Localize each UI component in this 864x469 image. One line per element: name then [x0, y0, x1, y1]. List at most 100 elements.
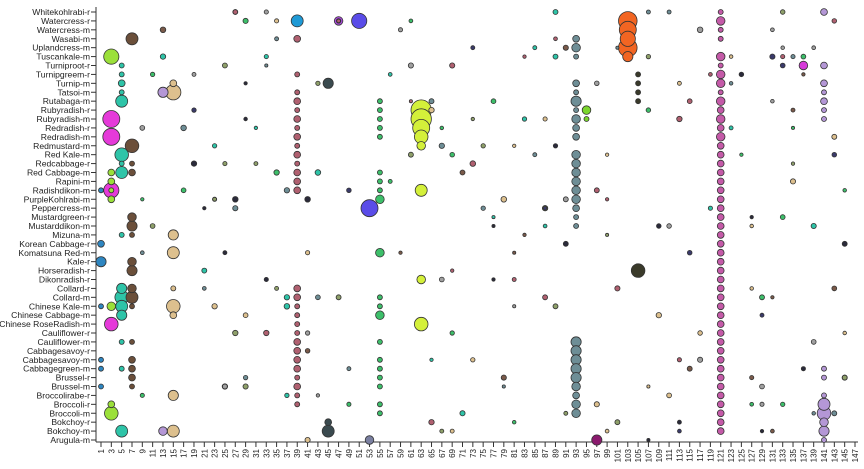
bubble [128, 168, 136, 177]
bubble [376, 356, 383, 363]
bubble [98, 187, 104, 194]
bubble [108, 187, 115, 194]
scatter-point [666, 223, 672, 229]
bubble [98, 356, 104, 363]
bubble [571, 149, 581, 160]
scatter-point [242, 17, 249, 24]
bubble [716, 364, 725, 373]
scatter-point [770, 27, 775, 33]
x-tick-label: 117 [696, 448, 705, 461]
bubble [717, 35, 724, 42]
bubble [294, 312, 301, 319]
scatter-point [149, 223, 156, 229]
bubble [104, 316, 119, 332]
bubble [716, 338, 725, 346]
scatter-point [728, 125, 734, 131]
y-tick-label: Arugula-m [50, 435, 90, 445]
bubble [98, 383, 104, 390]
scatter-point [790, 161, 796, 166]
bubble [294, 330, 301, 336]
bubble [571, 176, 581, 187]
bubble [619, 30, 636, 47]
scatter-point [552, 303, 559, 310]
x-tick-label: 95 [582, 448, 591, 457]
x-tick-label: 5 [118, 448, 127, 453]
bubble [294, 321, 301, 328]
bubble [570, 372, 582, 384]
y-tick-label: Watercress-m [37, 25, 90, 35]
scatter-point [459, 169, 466, 176]
scatter-point [459, 410, 466, 417]
y-tick-label: Radishdikon-m [33, 185, 90, 195]
bubble [376, 294, 383, 301]
scatter-point [140, 197, 145, 202]
bubble [116, 282, 128, 294]
scatter-point [150, 71, 156, 78]
scatter-point [491, 223, 496, 228]
y-tick-label: Mizuna-m [52, 230, 90, 240]
x-tick-label: 49 [345, 448, 354, 457]
bubble [166, 424, 180, 438]
bubble [716, 248, 725, 257]
scatter-point [222, 383, 228, 390]
scatter-point [470, 357, 476, 363]
y-tick-label: Watercress-r [41, 16, 90, 26]
x-tick-label: 23 [211, 448, 220, 457]
bubble [117, 79, 126, 88]
y-tick-label: Brussel-r [56, 373, 91, 383]
bubble [716, 346, 725, 355]
x-tick-label: 75 [479, 448, 488, 457]
scatter-point [831, 410, 838, 417]
x-tick-label: 41 [304, 448, 313, 457]
y-tick-label: Turnip-m [56, 78, 90, 88]
bubble [716, 418, 725, 427]
scatter-point [304, 348, 311, 354]
bubble [630, 263, 646, 278]
bubble [716, 16, 726, 26]
bubble [717, 9, 724, 15]
scatter-point [428, 98, 435, 105]
scatter-point [512, 304, 517, 309]
bubble [821, 374, 827, 381]
bubble [716, 284, 725, 293]
x-tick-label: 89 [551, 448, 560, 457]
y-tick-label: Broccolirabe-r [37, 390, 91, 400]
bubble [716, 96, 726, 106]
bubble [294, 374, 301, 381]
x-tick-label: 59 [397, 448, 406, 457]
bubble [351, 12, 368, 29]
bubble [169, 79, 178, 88]
scatter-point [770, 428, 775, 434]
y-tick-label: Komatsuna Red-m [18, 248, 90, 258]
bubble [293, 177, 302, 186]
x-tick-label: 119 [706, 448, 715, 461]
x-tick-label: 31 [252, 448, 261, 457]
scatter-point [676, 357, 682, 363]
scatter-point [243, 116, 248, 122]
bubble [293, 34, 302, 43]
bubble [293, 293, 302, 302]
scatter-point [253, 161, 259, 167]
y-tick-label: Redradish-m [41, 132, 90, 142]
bubble [293, 382, 302, 391]
bubble [321, 424, 335, 438]
scatter-point [842, 188, 847, 193]
y-axis-ticks [91, 11, 96, 441]
bubble [376, 116, 383, 122]
bubble [115, 94, 129, 108]
x-tick-label: 61 [407, 448, 416, 457]
bubble [716, 159, 725, 168]
bubble [170, 285, 177, 292]
x-tick-label: 93 [572, 448, 581, 457]
scatter-point [552, 143, 559, 149]
bubble [635, 80, 641, 87]
scatter-point [780, 54, 786, 60]
scatter-point [646, 437, 651, 442]
bubble [107, 177, 116, 186]
bubble [573, 89, 579, 96]
y-tick-label: Horseradish-r [38, 266, 90, 276]
scatter-point [449, 62, 456, 69]
bubble [129, 303, 135, 310]
x-tick-label: 109 [655, 448, 664, 462]
